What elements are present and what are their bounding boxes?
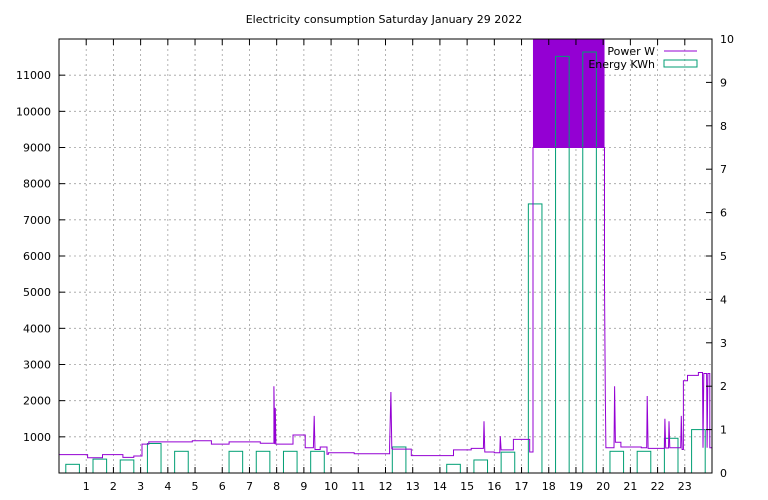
x-tick-label: 16 — [487, 480, 501, 493]
x-tick-label: 9 — [300, 480, 307, 493]
y-tick-label: 9000 — [23, 142, 51, 155]
y-tick-label: 2000 — [23, 395, 51, 408]
legend-swatch-energy — [663, 59, 698, 68]
legend: Power W Energy KWh — [588, 45, 698, 71]
x-tick-labels: 1 2 3 4 5 6 7 8 9 10 11 12 13 14 15 16 17 18 19 20 21 22 23 — [83, 480, 692, 493]
y-tick-label: 1000 — [23, 431, 51, 444]
y-tick-label: 7000 — [23, 214, 51, 227]
y2-tick-label: 7 — [720, 163, 727, 176]
x-tick-label: 5 — [192, 480, 199, 493]
x-tick-label: 10 — [324, 480, 338, 493]
x-tick-label: 2 — [110, 480, 117, 493]
y-tick-label: 11000 — [16, 69, 51, 82]
legend-label-energy: Energy KWh — [588, 58, 655, 71]
x-tick-label: 17 — [515, 480, 529, 493]
y2-tick-label: 0 — [720, 467, 727, 480]
x-tick-label: 15 — [460, 480, 474, 493]
y2-tick-label: 5 — [720, 250, 727, 263]
x-tick-label: 18 — [542, 480, 556, 493]
y-tick-label: 5000 — [23, 286, 51, 299]
x-tick-label: 23 — [678, 480, 692, 493]
x-tick-label: 6 — [219, 480, 226, 493]
y2-tick-label: 4 — [720, 293, 727, 306]
y2-tick-label: 10 — [720, 33, 734, 46]
x-tick-label: 14 — [433, 480, 447, 493]
y2-tick-label: 2 — [720, 380, 727, 393]
y-tick-label: 8000 — [23, 178, 51, 191]
x-tick-label: 20 — [596, 480, 610, 493]
y-tick-label: 10000 — [16, 105, 51, 118]
x-tick-label: 12 — [379, 480, 393, 493]
x-tick-label: 1 — [83, 480, 90, 493]
axes — [58, 38, 713, 474]
chart-title: Electricity consumption Saturday January… — [246, 13, 523, 26]
x-tick-label: 21 — [623, 480, 637, 493]
y2-tick-label: 3 — [720, 337, 727, 350]
y2-tick-label: 1 — [720, 424, 727, 437]
legend-label-power: Power W — [607, 45, 655, 58]
x-tick-label: 13 — [406, 480, 420, 493]
x-tick-label: 8 — [273, 480, 280, 493]
x-tick-label: 11 — [351, 480, 365, 493]
y2-tick-labels: 0 1 2 3 4 5 6 7 8 9 10 — [720, 33, 734, 480]
y-tick-labels: 1000 2000 3000 4000 5000 6000 7000 8000 9000 1000… — [16, 69, 51, 444]
x-tick-label: 7 — [246, 480, 253, 493]
y2-tick-label: 6 — [720, 207, 727, 220]
power-series-line — [59, 147, 712, 459]
power-line — [59, 147, 712, 459]
x-tick-label: 3 — [137, 480, 144, 493]
y-tick-label: 3000 — [23, 359, 51, 372]
y2-tick-label: 8 — [720, 120, 727, 133]
x-tick-label: 22 — [651, 480, 665, 493]
x-tick-label: 4 — [164, 480, 171, 493]
y2-tick-label: 9 — [720, 76, 727, 89]
y-tick-label: 4000 — [23, 322, 51, 335]
y-tick-label: 6000 — [23, 250, 51, 263]
grid-lines — [59, 39, 712, 473]
x-tick-label: 19 — [569, 480, 583, 493]
